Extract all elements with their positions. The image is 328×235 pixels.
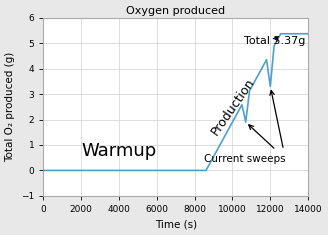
X-axis label: Time (s): Time (s) <box>155 219 197 229</box>
Text: Total 5.37g: Total 5.37g <box>244 36 305 46</box>
Text: Current sweeps: Current sweeps <box>204 154 285 164</box>
Y-axis label: Total O₂ produced (g): Total O₂ produced (g) <box>6 52 15 162</box>
Text: Production: Production <box>209 76 258 138</box>
Title: Oxygen produced: Oxygen produced <box>126 6 225 16</box>
Text: Warmup: Warmup <box>81 142 157 160</box>
